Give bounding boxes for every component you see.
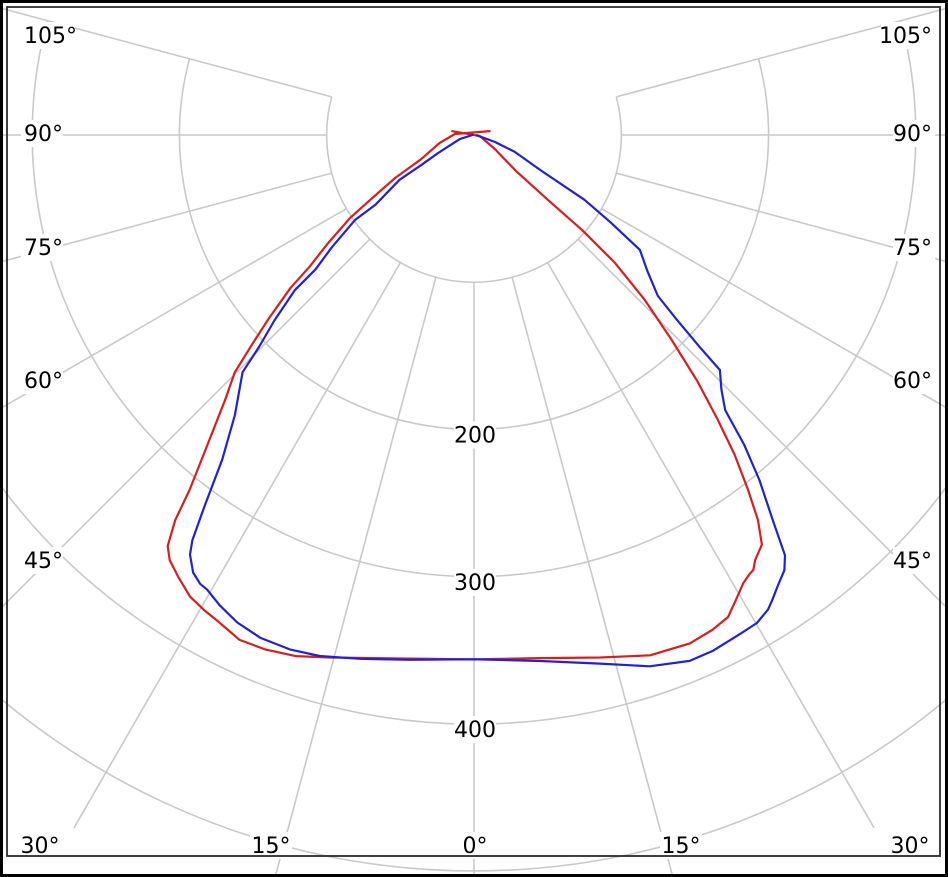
angle-label-right-60-halo: [893, 367, 935, 394]
angle-spoke-15: [511, 277, 674, 877]
blue-curve: [188, 133, 787, 668]
angle-label-right-45-halo: [893, 547, 935, 574]
angle-label-bottom-1-halo: [250, 832, 292, 859]
angle-label-left-75: 75°: [24, 236, 63, 261]
angle-label-right-75: 75°: [893, 236, 932, 261]
angle-label-bottom-0-halo: [19, 832, 61, 859]
angle-label-right-60: 60°: [893, 369, 932, 394]
angle-label-left-90-halo: [21, 120, 63, 147]
ring-label-400-halo: [454, 716, 496, 744]
angle-spoke-105: [616, 7, 948, 98]
ring-label-400: 400: [454, 718, 496, 743]
angle-spoke--15: [274, 277, 437, 877]
ring-label-200: 200: [454, 424, 496, 449]
angle-label-right-90-halo: [893, 120, 935, 147]
angle-spoke--75: [0, 172, 332, 263]
inner-border: [6, 6, 941, 857]
angle-label-bottom-2: 0°: [463, 834, 488, 859]
angle-label-left-60-halo: [21, 367, 63, 394]
angle-label-bottom-3-halo: [660, 832, 702, 859]
angle-label-left-60: 60°: [24, 369, 63, 394]
angle-label-right-105: 105°: [879, 24, 932, 49]
angle-label-left-45-halo: [21, 547, 63, 574]
angle-label-left-90: 90°: [24, 122, 63, 147]
intensity-curves: [166, 130, 787, 668]
angle-spoke--105: [0, 7, 332, 98]
radial-ring-100: [325, 96, 623, 284]
angle-label-bottom-4: 30°: [891, 834, 930, 859]
angle-label-left-105: 105°: [24, 24, 77, 49]
angle-spoke--45: [0, 238, 371, 611]
angle-label-bottom-2-halo: [460, 832, 490, 859]
angle-label-left-105-halo: [21, 22, 75, 49]
ring-label-200-halo: [454, 421, 496, 449]
angle-label-right-105-halo: [881, 22, 935, 49]
angle-label-left-75-halo: [21, 234, 63, 261]
angle-spoke-30: [546, 262, 875, 829]
angle-label-right-90: 90°: [893, 122, 932, 147]
angle-spoke-60: [601, 208, 948, 410]
angle-spoke--60: [0, 208, 347, 410]
red-curve: [166, 130, 764, 661]
angle-label-bottom-3: 15°: [662, 834, 701, 859]
angle-label-left-45: 45°: [24, 549, 63, 574]
ring-label-300: 300: [454, 571, 496, 596]
angle-label-bottom-4-halo: [889, 832, 931, 859]
angle-label-bottom-1: 15°: [252, 834, 291, 859]
angle-spoke--30: [73, 262, 402, 829]
axis-labels: 200 300 400 105° 90° 75° 60° 45° 105° 90° 75° 60° 45…: [19, 22, 935, 859]
angle-label-bottom-0: 30°: [21, 834, 60, 859]
ring-label-300-halo: [454, 568, 496, 596]
angle-label-right-75-halo: [893, 234, 935, 261]
angle-label-right-45: 45°: [893, 549, 932, 574]
